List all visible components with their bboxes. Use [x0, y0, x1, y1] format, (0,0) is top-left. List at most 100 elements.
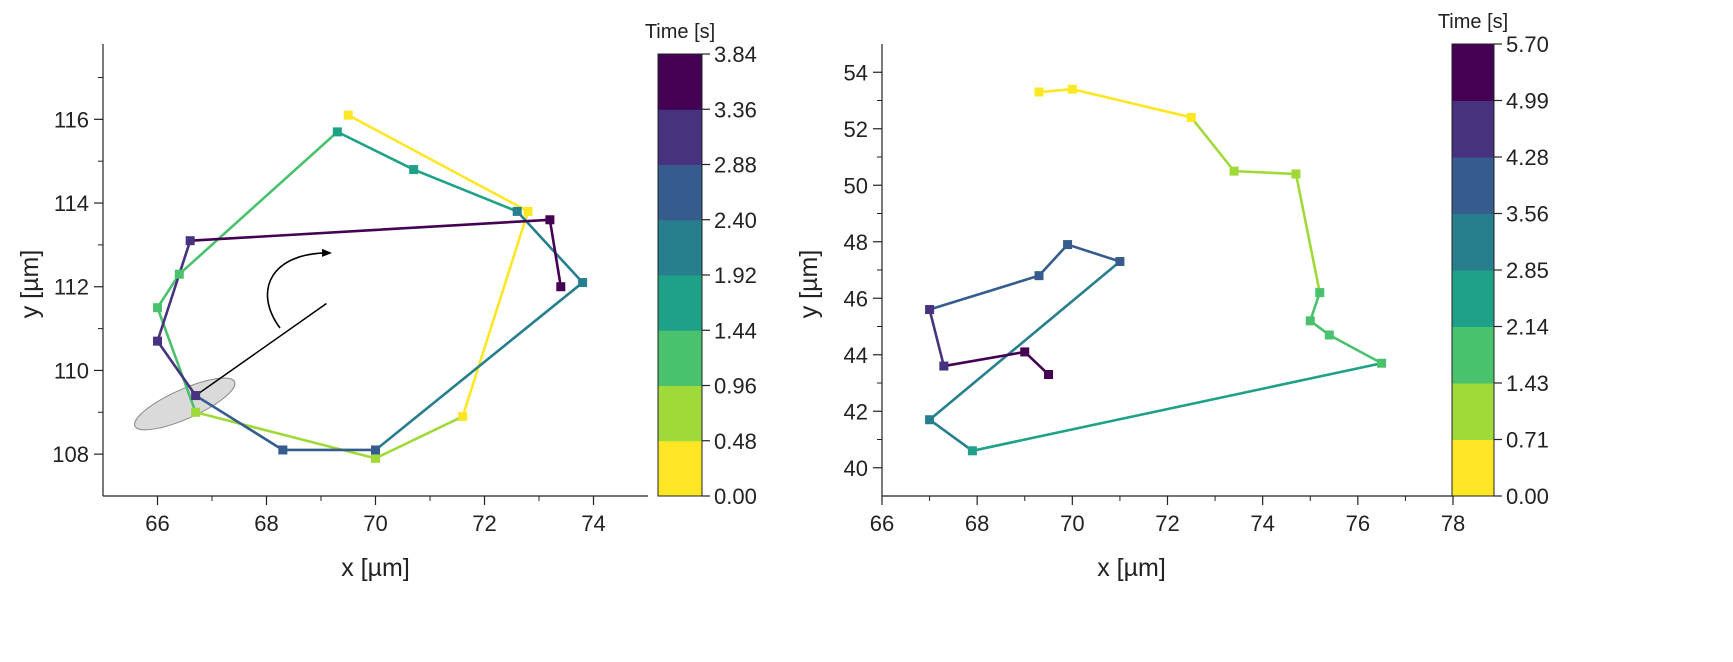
y-tick-label: 114 — [54, 191, 89, 216]
trajectory-segment — [188, 218, 552, 243]
colorbar-segment — [658, 164, 702, 221]
colorbar-tick-label: 4.99 — [1506, 89, 1549, 114]
trajectory-segment — [156, 272, 181, 309]
colorbar-tick-label: 2.40 — [714, 208, 757, 233]
y-tick-label: 44 — [844, 343, 868, 368]
trajectory-point — [1034, 271, 1044, 281]
trajectory-segment — [178, 130, 339, 276]
x-tick-label: 68 — [965, 511, 989, 536]
y-axis-label: y [µm] — [795, 250, 823, 319]
x-tick-label: 68 — [254, 511, 278, 536]
x-tick-label: 74 — [1250, 511, 1274, 536]
trajectory-segment — [928, 418, 974, 453]
trajectory-point — [1063, 240, 1073, 250]
colorbar-segment — [1452, 44, 1494, 101]
x-tick-label: 78 — [1441, 511, 1465, 536]
colorbar-segment — [658, 275, 702, 331]
colorbar-tick-label: 3.36 — [714, 97, 757, 122]
trajectory-segment — [928, 308, 946, 368]
colorbar-tick-label: 1.44 — [714, 318, 757, 343]
trajectory-segment — [1071, 87, 1193, 119]
colorbar-segment — [1452, 383, 1494, 440]
y-tick-label: 108 — [52, 442, 89, 467]
colorbar-tick-label: 0.00 — [714, 484, 757, 509]
trajectory-point — [1305, 316, 1315, 326]
trajectory-segment — [515, 210, 584, 284]
trajectory-point — [545, 215, 555, 225]
y-tick-label: 54 — [844, 60, 868, 85]
trajectory-segment — [928, 260, 1122, 422]
colorbar-segment — [1452, 439, 1494, 497]
trajectory-segment — [346, 113, 530, 213]
y-tick-label: 112 — [54, 275, 89, 300]
colorbar-segment — [1452, 100, 1494, 158]
trajectory-segment — [942, 350, 1027, 368]
y-tick-label: 40 — [844, 456, 868, 481]
trajectory-point — [1377, 358, 1387, 368]
x-tick-label: 72 — [1155, 511, 1179, 536]
trajectory-segment — [336, 130, 415, 171]
colorbar-title: Time [s] — [645, 21, 715, 43]
trajectory-point — [925, 305, 935, 315]
y-tick-label: 50 — [844, 173, 868, 198]
colorbar-segment — [1452, 157, 1494, 214]
y-tick-label: 52 — [844, 117, 868, 142]
trajectory-segment — [156, 239, 192, 343]
x-axis-label: x [µm] — [1097, 554, 1166, 582]
x-tick-label: 72 — [472, 511, 496, 536]
trajectory-segment — [194, 394, 285, 452]
trajectory-point — [174, 269, 184, 279]
x-tick-label: 70 — [1060, 511, 1084, 536]
colorbar-tick-label: 0.48 — [714, 429, 757, 454]
trajectory-point — [1044, 370, 1054, 380]
trajectory-point — [191, 391, 201, 401]
colorbar-tick-label: 0.71 — [1506, 428, 1549, 453]
highlight-ellipse — [134, 377, 236, 431]
rotation-arrow-icon — [266, 248, 332, 329]
trajectory-point — [153, 336, 162, 346]
right-trajectory-chart: 66 68 70 72 74 76 78 40 42 44 46 48 50 52 54 x [µm] y [µ… — [795, 11, 1549, 582]
trajectory-segment — [1037, 243, 1069, 277]
trajectory-point — [371, 453, 380, 463]
trajectory-segment — [156, 339, 197, 397]
trajectory-segment — [1327, 333, 1383, 365]
colorbar-segment — [1452, 213, 1494, 271]
colorbar-tick-label: 3.84 — [714, 42, 757, 67]
trajectory-point — [185, 236, 195, 246]
trajectory-segment — [1037, 87, 1074, 94]
x-tick-label: 74 — [581, 511, 605, 536]
x-tick-label: 66 — [145, 511, 169, 536]
trajectory-point — [1291, 169, 1301, 179]
trajectory-segment — [1232, 169, 1298, 176]
colorbar-segment — [1452, 270, 1494, 327]
y-tick-label: 42 — [844, 399, 868, 424]
colorbar-segment — [658, 109, 702, 165]
colorbar-tick-label: 3.56 — [1506, 202, 1549, 227]
trajectory-segment — [1308, 291, 1322, 323]
trajectory-point — [523, 206, 533, 216]
colorbar-tick-label: 2.85 — [1506, 258, 1549, 283]
trajectory-segment — [461, 210, 530, 418]
trajectory-segment — [971, 361, 1383, 453]
trajectory-point — [409, 165, 419, 175]
colorbar-tick-label: 5.70 — [1506, 32, 1549, 57]
trajectory-point — [925, 415, 935, 425]
trajectory-point — [153, 303, 162, 313]
colorbar-segment — [658, 330, 702, 386]
trajectory-segment — [928, 274, 1041, 311]
trajectory-point — [371, 445, 380, 455]
x-axis-label: x [µm] — [341, 554, 410, 582]
colorbar-tick-label: 1.92 — [714, 263, 757, 288]
colorbar-title: Time [s] — [1438, 11, 1508, 33]
colorbar-segment — [658, 385, 702, 442]
colorbar-tick-label: 0.96 — [714, 374, 757, 399]
y-tick-label: 110 — [54, 358, 89, 383]
trajectory-point — [1186, 112, 1196, 122]
colorbar-tick-label: 1.43 — [1506, 371, 1549, 396]
trajectory-segment — [548, 218, 563, 289]
trajectory-segment — [1189, 116, 1236, 173]
colorbar-segment — [658, 440, 702, 497]
trajectory-point — [512, 206, 522, 216]
trajectory-point — [278, 445, 288, 455]
colorbar-segment — [658, 54, 702, 110]
